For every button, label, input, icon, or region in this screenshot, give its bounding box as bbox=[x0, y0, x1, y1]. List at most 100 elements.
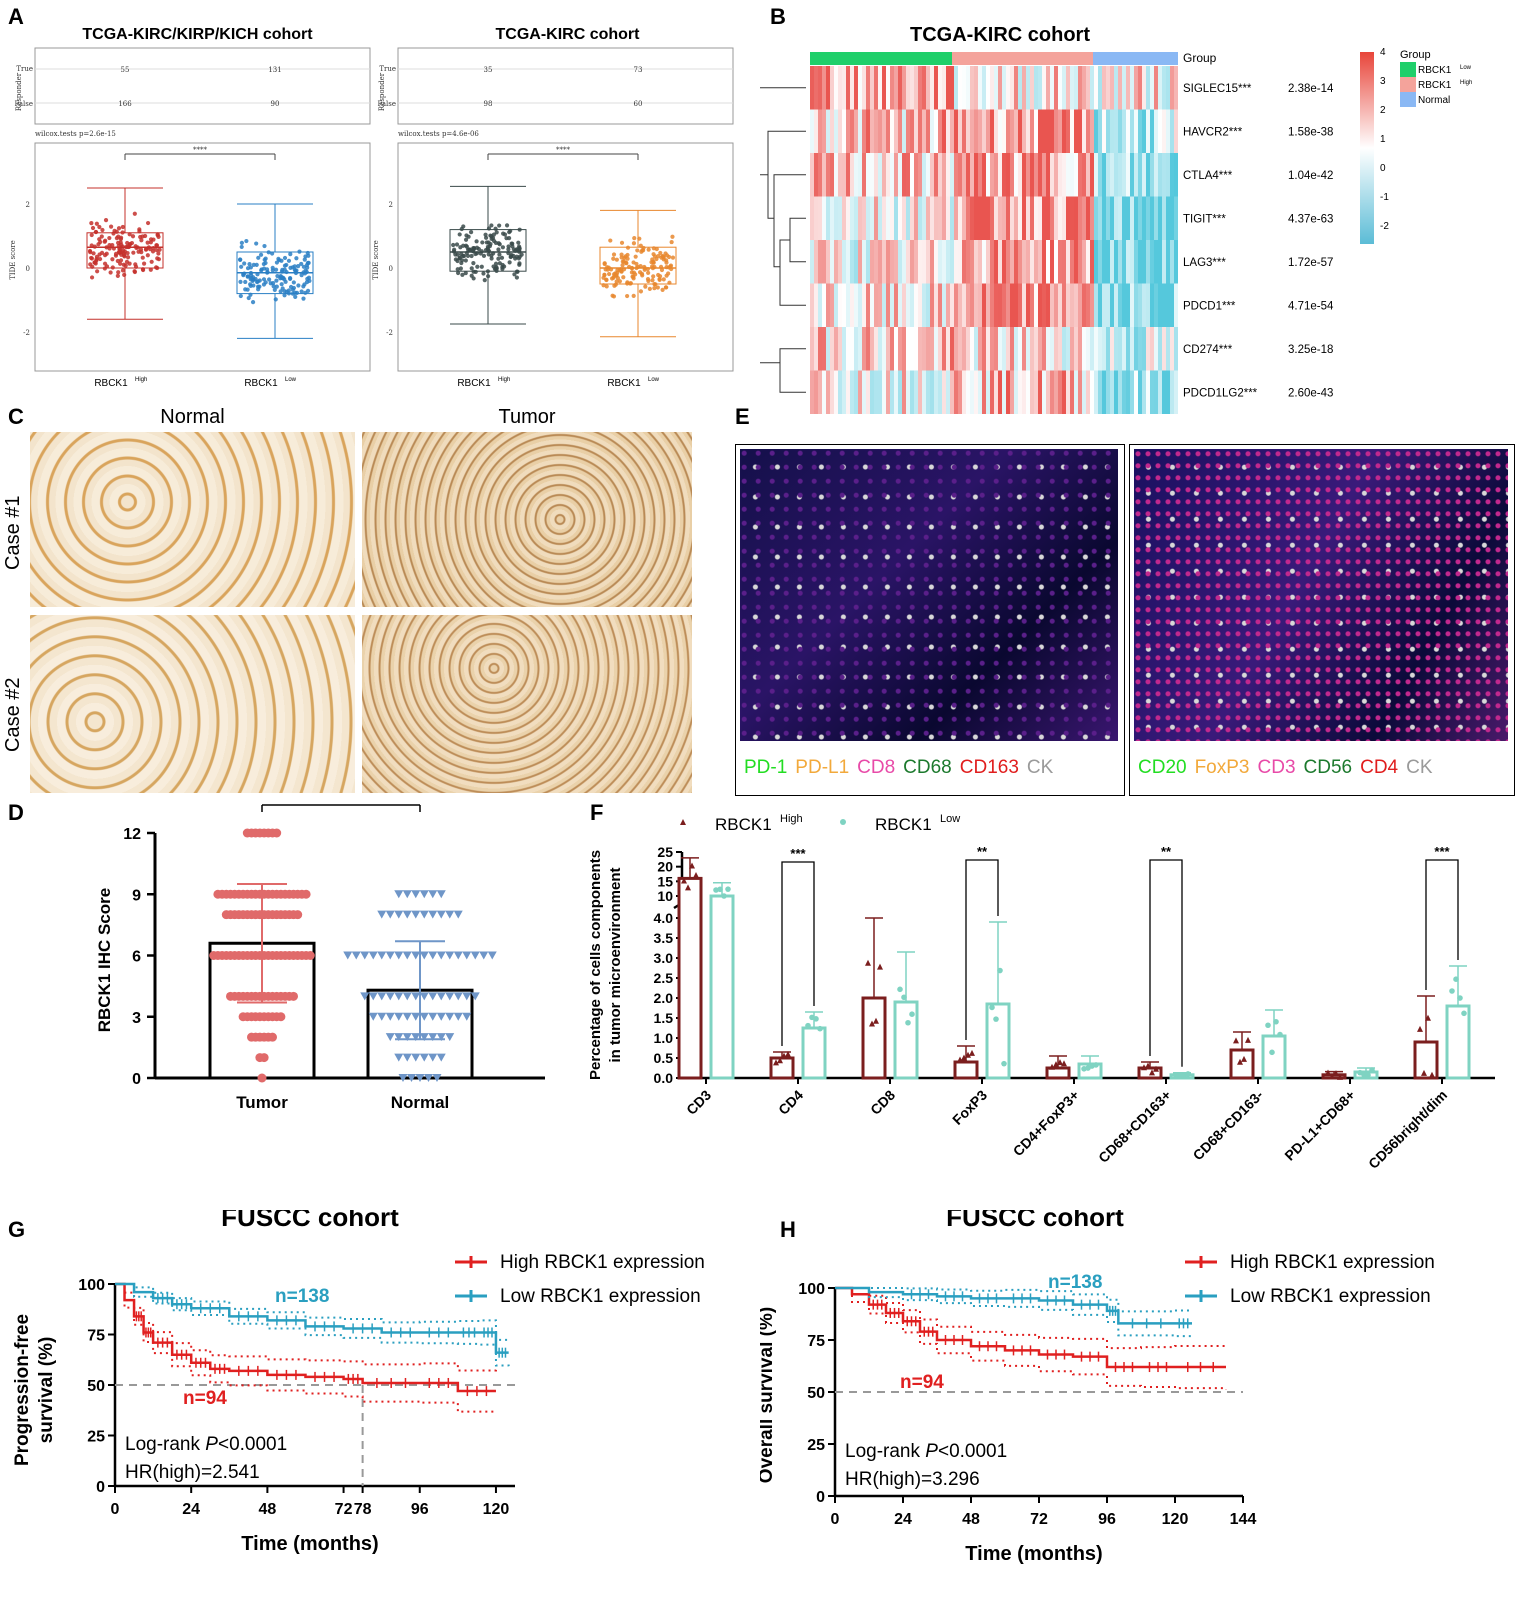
heatmap-cell bbox=[1022, 327, 1026, 371]
heatmap-cell bbox=[950, 327, 954, 371]
heatmap-cell bbox=[934, 370, 938, 414]
heatmap-cell bbox=[1122, 66, 1126, 110]
heatmap-cell bbox=[1106, 66, 1110, 110]
jitter-point bbox=[628, 281, 633, 286]
heatmap-cell bbox=[910, 196, 914, 240]
data-point bbox=[1057, 1059, 1063, 1066]
xtick-label: 24 bbox=[182, 1501, 200, 1518]
heatmap-cell bbox=[1018, 66, 1022, 110]
heatmap-cell bbox=[998, 109, 1002, 153]
heatmap-cell bbox=[1130, 109, 1134, 153]
heatmap-cell bbox=[1098, 109, 1102, 153]
heatmap-cell bbox=[1114, 109, 1118, 153]
heatmap-cell bbox=[850, 66, 854, 110]
jitter-point bbox=[516, 244, 522, 249]
heatmap-cell bbox=[1166, 109, 1170, 153]
heatmap-cell bbox=[1130, 196, 1134, 240]
heatmap-cell bbox=[830, 283, 834, 327]
jitter-point bbox=[463, 270, 468, 276]
sig-label: ** bbox=[977, 844, 988, 859]
jitter-point bbox=[238, 257, 243, 262]
heatmap-cell bbox=[1158, 370, 1162, 414]
jitter-point bbox=[120, 224, 125, 230]
heatmap-cell bbox=[1050, 153, 1054, 197]
bar bbox=[1413, 1040, 1439, 1080]
bar bbox=[769, 1056, 795, 1080]
heatmap-cell bbox=[914, 196, 918, 240]
normal-score-point bbox=[394, 992, 404, 1001]
heatmap-cell bbox=[1062, 196, 1066, 240]
heatmap-cell bbox=[846, 327, 850, 371]
ytick-label: 75 bbox=[807, 1333, 825, 1350]
data-point bbox=[909, 1011, 915, 1018]
normal-score-point bbox=[436, 951, 446, 960]
normal-score-point bbox=[470, 951, 480, 960]
normal-score-point bbox=[385, 992, 395, 1001]
heatmap-cell bbox=[1030, 196, 1034, 240]
normal-score-point bbox=[419, 1012, 429, 1021]
table-cell: 90 bbox=[271, 100, 280, 108]
jitter-point bbox=[261, 282, 267, 287]
jitter-point bbox=[125, 255, 131, 260]
group-label: RBCK1 bbox=[244, 378, 278, 389]
heatmap-cell bbox=[1106, 109, 1110, 153]
heatmap-cell bbox=[1110, 196, 1114, 240]
heatmap-cell bbox=[882, 153, 886, 197]
heatmap-cell bbox=[942, 240, 946, 284]
jitter-point bbox=[504, 223, 510, 228]
heatmap-cell bbox=[1122, 153, 1126, 197]
jitter-point bbox=[514, 247, 519, 252]
data-point bbox=[1149, 1069, 1155, 1076]
heatmap-cell bbox=[870, 327, 874, 371]
heatmap-cell bbox=[918, 283, 922, 327]
heatmap-cell bbox=[970, 196, 974, 240]
heatmap-cell bbox=[954, 196, 958, 240]
heatmap-cell bbox=[994, 327, 998, 371]
heatmap-cell bbox=[898, 327, 902, 371]
heatmap-cell bbox=[814, 327, 818, 371]
jitter-point bbox=[279, 282, 284, 287]
normal-score-point bbox=[436, 890, 446, 899]
heatmap-cell bbox=[810, 153, 814, 197]
heatmap-cell bbox=[1146, 283, 1150, 327]
heatmap-cell bbox=[922, 283, 926, 327]
heatmap-cell bbox=[970, 283, 974, 327]
table-cell: 60 bbox=[634, 100, 643, 108]
heatmap-cell bbox=[986, 370, 990, 414]
heatmap-cell bbox=[1138, 153, 1142, 197]
heatmap-cell bbox=[1118, 283, 1122, 327]
heatmap-cell bbox=[1142, 66, 1146, 110]
jitter-point bbox=[646, 247, 651, 252]
heatmap-cell bbox=[962, 66, 966, 110]
panel-e-right-legend: CD20 FoxP3 CD3 CD56 CD4 CK bbox=[1138, 757, 1433, 779]
data-point bbox=[905, 1019, 911, 1026]
heatmap-cell bbox=[862, 240, 866, 284]
heatmap-cell bbox=[1054, 327, 1058, 371]
heatmap-cell bbox=[1158, 240, 1162, 284]
heatmap-cell bbox=[1086, 240, 1090, 284]
panel-letter-d: D bbox=[8, 800, 24, 825]
heatmap-cell bbox=[982, 153, 986, 197]
data-point bbox=[901, 994, 907, 1001]
heatmap-cell bbox=[838, 196, 842, 240]
heatmap-cell bbox=[882, 196, 886, 240]
heatmap-cell bbox=[866, 109, 870, 153]
heatmap-cell bbox=[1150, 283, 1154, 327]
category-label: CD68+CD163- bbox=[1190, 1087, 1267, 1164]
heatmap-cell bbox=[1058, 196, 1062, 240]
jitter-point bbox=[302, 257, 307, 262]
heatmap-cell bbox=[1010, 370, 1014, 414]
heatmap-cell bbox=[834, 327, 838, 371]
survival-curve bbox=[115, 1282, 509, 1354]
jitter-point bbox=[244, 238, 249, 244]
heatmap-cell bbox=[894, 153, 898, 197]
km-title: FUSCC cohort bbox=[221, 1210, 399, 1232]
panel-e-left-frame: PD-1 PD-L1 CD8 CD68 CD163 CK bbox=[735, 444, 1125, 796]
heatmap-cell bbox=[978, 370, 982, 414]
heatmap-cell bbox=[1058, 240, 1062, 284]
heatmap-cell bbox=[878, 153, 882, 197]
category-label: CD68+CD163+ bbox=[1095, 1087, 1174, 1166]
heatmap-cell bbox=[958, 153, 962, 197]
panel-e-left-legend: PD-1 PD-L1 CD8 CD68 CD163 CK bbox=[744, 757, 1053, 779]
